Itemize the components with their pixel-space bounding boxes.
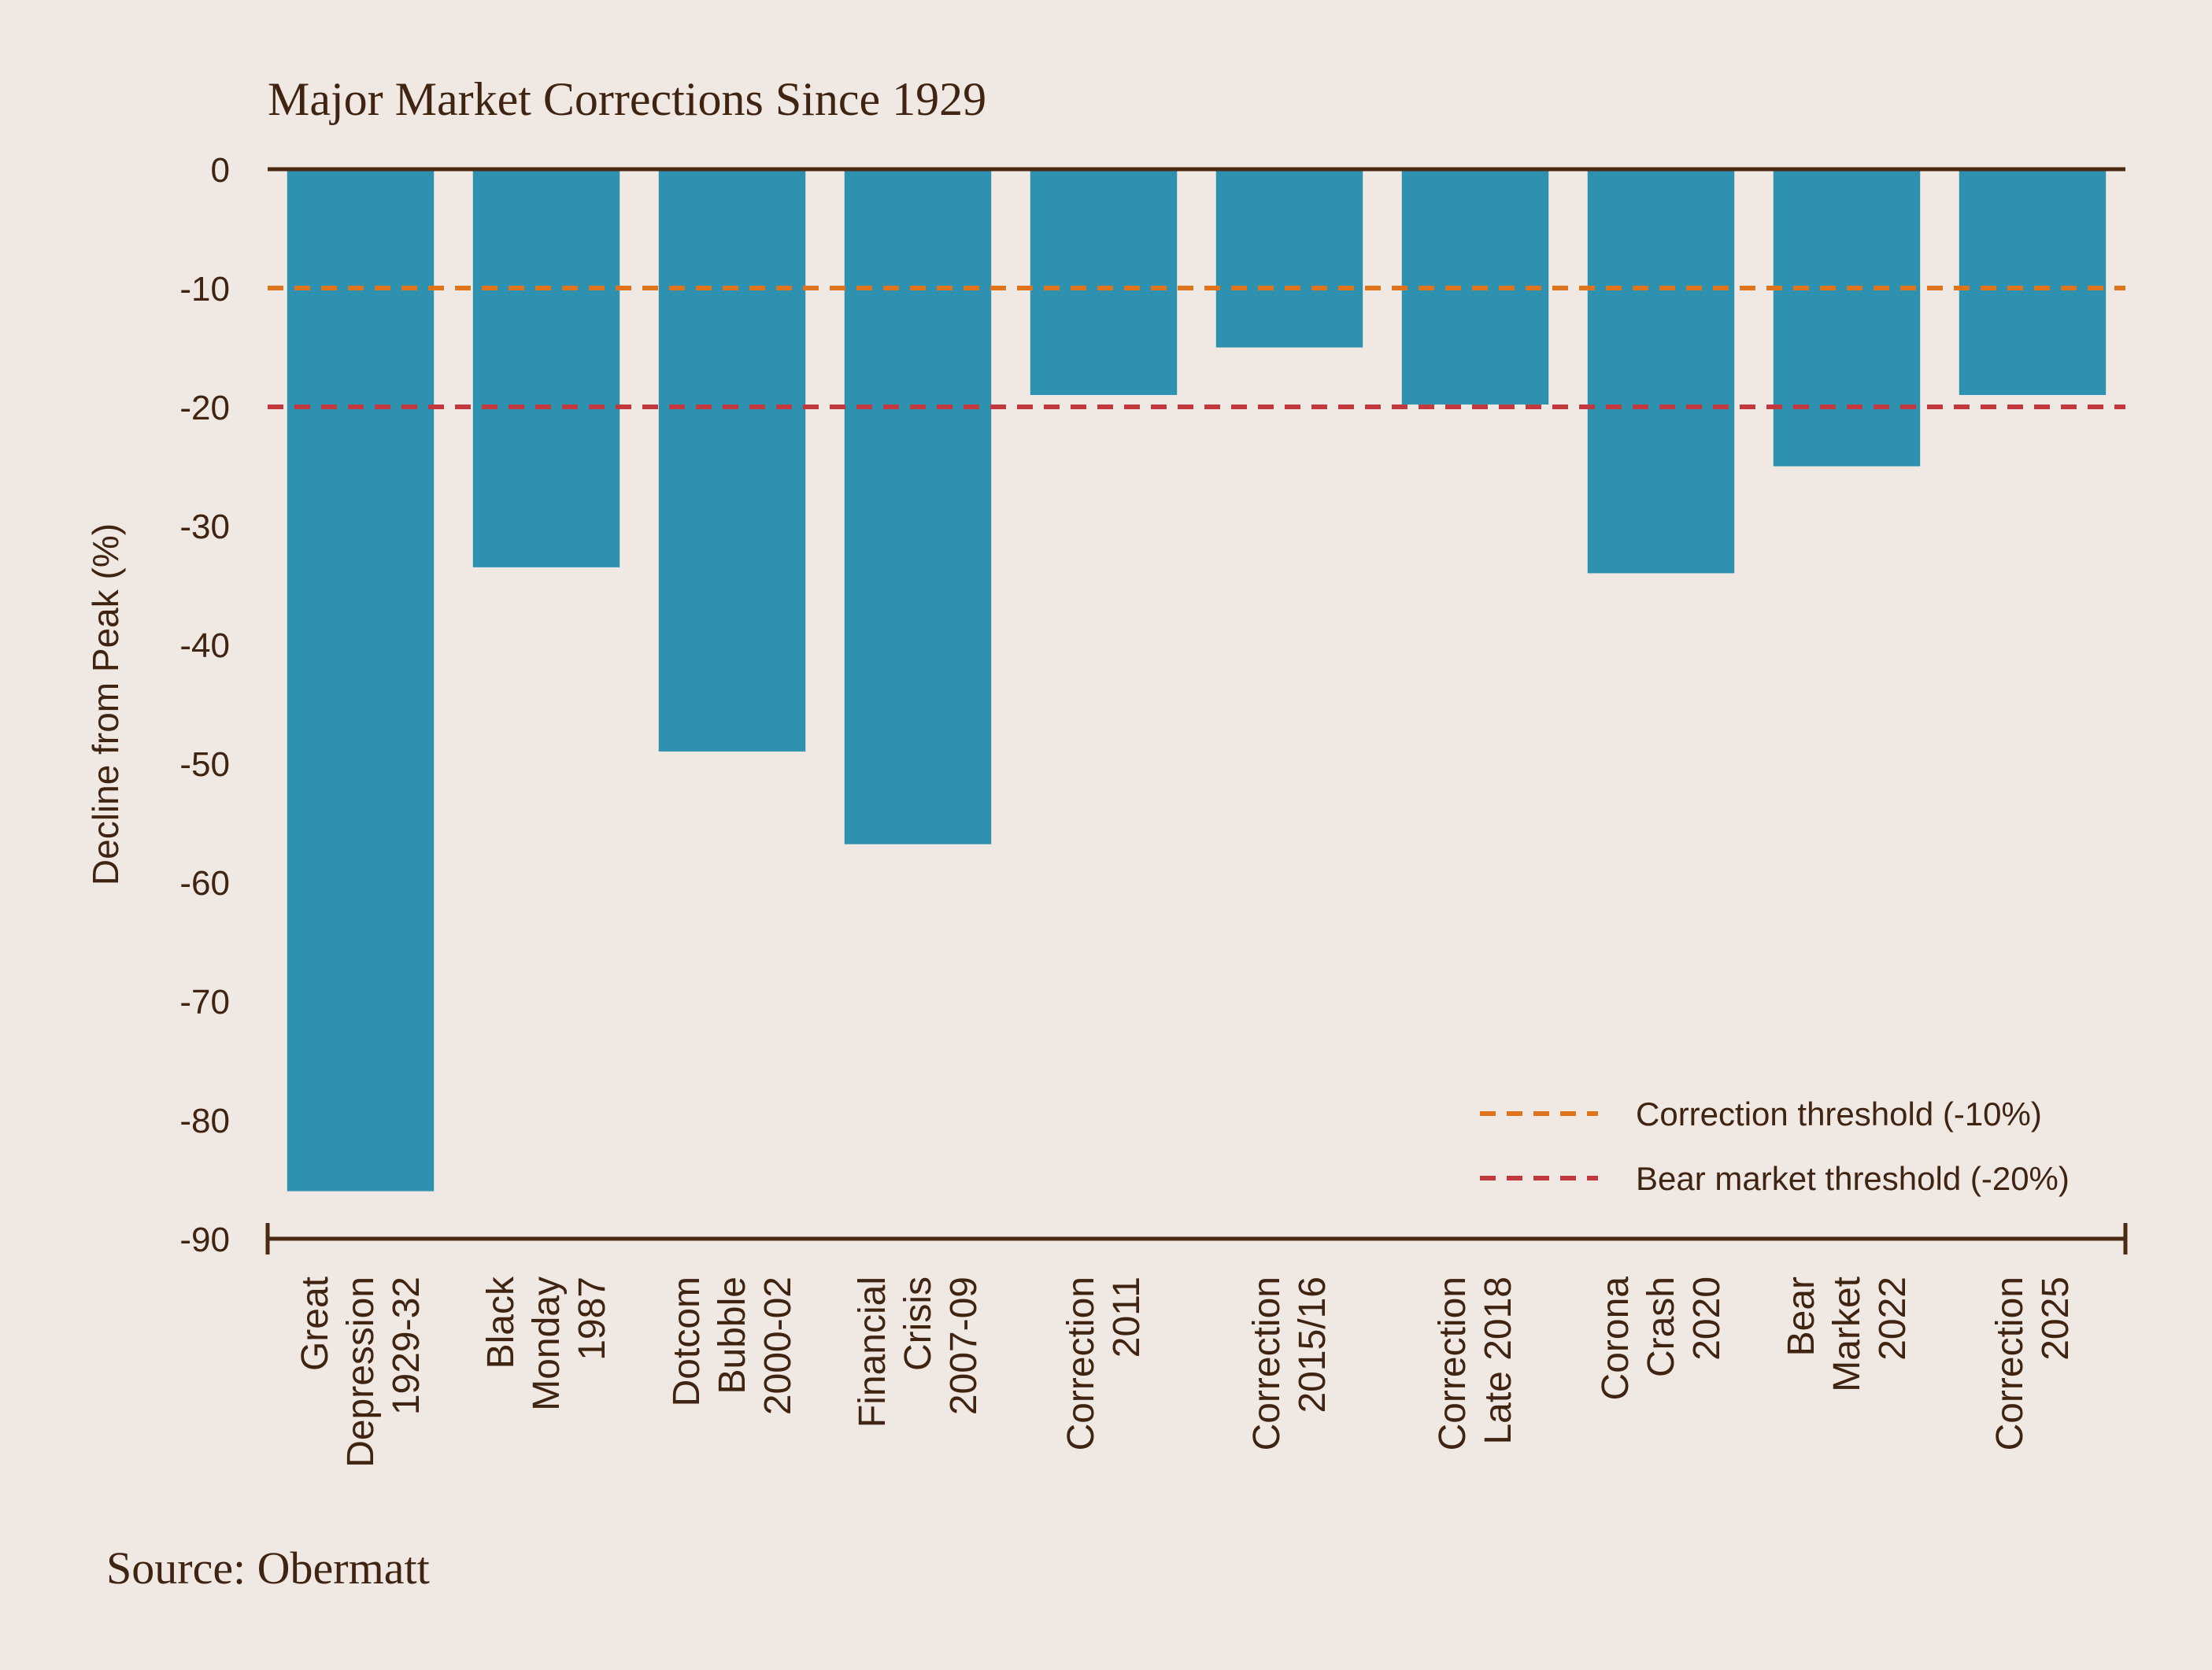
x-tick-line: 1987	[571, 1277, 613, 1361]
axes	[265, 167, 2128, 1254]
legend: Correction threshold (-10%) Bear market t…	[1480, 1095, 2070, 1197]
y-tick-label: -80	[179, 1102, 230, 1140]
x-tick-line: Correction	[1246, 1277, 1288, 1450]
y-axis-label: Decline from Peak (%)	[85, 523, 126, 885]
x-tick-line: Correction	[1432, 1277, 1474, 1450]
x-tick-line: Bubble	[712, 1277, 753, 1394]
reference-lines	[268, 286, 2125, 409]
x-tick-line: 1929-32	[386, 1277, 427, 1415]
bar-3	[844, 169, 992, 844]
y-tick-label: -60	[179, 864, 230, 903]
x-tick-label-0: Great Depression 1929-32	[294, 1277, 427, 1468]
x-tick-line: Correction	[1060, 1277, 1102, 1450]
bar-4	[1030, 169, 1178, 395]
y-tick-label: -40	[179, 626, 230, 665]
bar-5	[1215, 169, 1363, 348]
bars-group	[287, 169, 2107, 1192]
legend-label-0: Correction threshold (-10%)	[1636, 1095, 2042, 1132]
x-tick-label-1: Black Monday 1987	[480, 1276, 613, 1411]
x-tick-line: 2000-02	[757, 1277, 799, 1415]
y-tick-label: -70	[179, 983, 230, 1022]
x-tick-line: 2022	[1872, 1277, 1914, 1361]
y-tick-label: -20	[179, 389, 230, 427]
chart-title: Major Market Corrections Since 1929	[268, 73, 986, 125]
bar-9	[1959, 169, 2107, 395]
x-tick-line: Dotcom	[666, 1277, 708, 1406]
x-tick-line: Market	[1826, 1277, 1868, 1392]
x-tick-line: Monday	[526, 1277, 568, 1411]
x-tick-line: Bear	[1781, 1277, 1822, 1356]
x-tick-line: Late 2018	[1478, 1277, 1519, 1445]
bar-0	[287, 169, 435, 1192]
x-tick-label-5: Correction 2015/16	[1246, 1277, 1333, 1450]
legend-label-1: Bear market threshold (-20%)	[1636, 1160, 2070, 1197]
bar-2	[658, 169, 806, 752]
x-tick-line: 2007-09	[943, 1277, 985, 1415]
x-tick-label-7: Corona Crash 2020	[1595, 1277, 1728, 1401]
x-tick-label-9: Correction 2025	[1989, 1277, 2077, 1450]
x-tick-line: Crisis	[897, 1277, 939, 1371]
x-tick-label-4: Correction 2011	[1060, 1277, 1148, 1450]
x-tick-line: Correction	[1989, 1277, 2031, 1450]
y-tick-label: -30	[179, 508, 230, 546]
bar-7	[1587, 169, 1735, 574]
x-tick-label-6: Correction Late 2018	[1432, 1277, 1519, 1450]
x-tick-label-8: Bear Market 2022	[1781, 1277, 1914, 1392]
source-note: Source: Obermatt	[106, 1543, 430, 1594]
x-tick-line: Black	[480, 1276, 522, 1369]
x-tick-line: 2020	[1686, 1277, 1728, 1361]
x-tick-line: 2015/16	[1292, 1277, 1333, 1413]
x-tick-line: Financial	[852, 1277, 893, 1428]
x-tick-line: Crash	[1641, 1277, 1682, 1377]
x-tick-line: 2025	[2035, 1277, 2077, 1361]
bar-1	[472, 169, 620, 567]
y-tick-labels: 0 -10 -20 -30 -40 -50 -60 -70 -80 -90	[179, 151, 230, 1259]
x-tick-line: 2011	[1106, 1277, 1148, 1358]
y-tick-label: -90	[179, 1221, 230, 1259]
x-tick-line: Corona	[1595, 1277, 1637, 1401]
y-tick-label: -50	[179, 745, 230, 784]
y-tick-label: -10	[179, 270, 230, 309]
x-tick-label-3: Financial Crisis 2007-09	[852, 1277, 985, 1428]
x-tick-line: Great	[294, 1277, 336, 1371]
bar-8	[1773, 169, 1921, 467]
x-tick-label-2: Dotcom Bubble 2000-02	[666, 1277, 799, 1415]
x-tick-line: Depression	[340, 1277, 382, 1468]
x-tick-labels: Great Depression 1929-32 Black Monday 1987 Dot…	[294, 1276, 2077, 1468]
y-tick-label: 0	[211, 151, 230, 190]
